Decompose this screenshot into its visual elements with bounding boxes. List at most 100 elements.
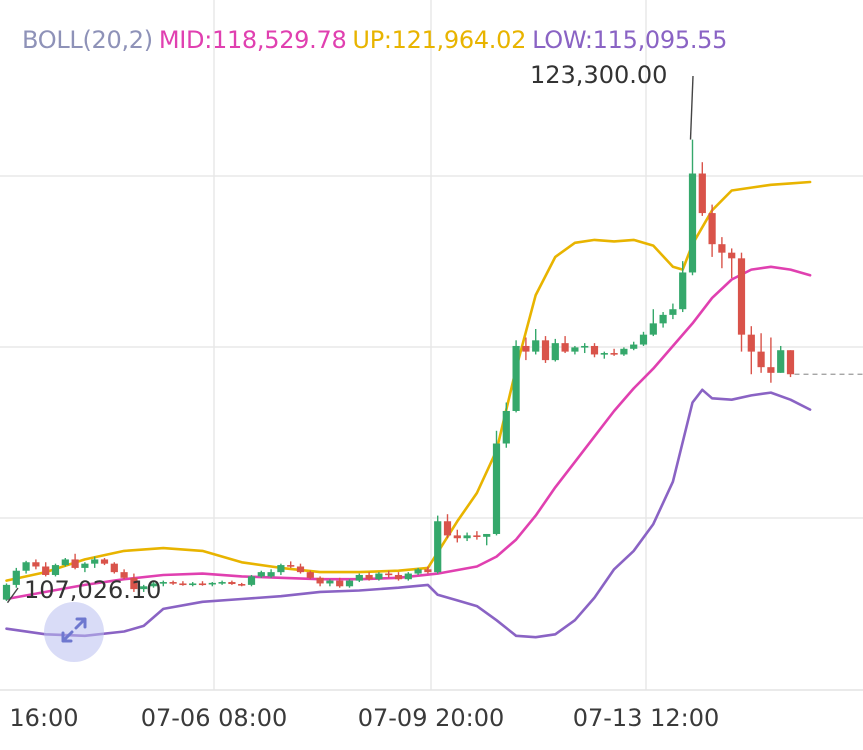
- candle-down-body: [42, 566, 50, 575]
- candle-up-body: [12, 570, 20, 585]
- candle-down-body: [394, 574, 403, 580]
- candle-up-body: [2, 584, 11, 600]
- candle-up-body: [630, 344, 638, 349]
- candle-up-body: [777, 350, 785, 373]
- candle-up-body: [639, 334, 648, 345]
- candle-up-body: [571, 347, 579, 352]
- grid-lines: [0, 0, 863, 691]
- min-label-connector: [6, 587, 19, 604]
- candle-down-body: [169, 582, 177, 584]
- candle-up-body: [434, 521, 442, 573]
- candle-down-body: [737, 258, 746, 335]
- expand-arrows-icon: [57, 613, 91, 651]
- candle-up-body: [659, 314, 667, 324]
- candle-up-body: [649, 323, 657, 335]
- candle-up-body: [463, 535, 471, 539]
- expand-button[interactable]: [44, 602, 104, 662]
- candle-down-body: [757, 351, 765, 368]
- min-price-label: 107,026.10: [24, 576, 162, 604]
- candle-down-body: [561, 343, 569, 352]
- candle-up-body: [512, 345, 520, 411]
- candle-up-body: [414, 569, 422, 574]
- candle-up-body: [581, 345, 589, 348]
- x-tick-label: 16:00: [9, 704, 79, 732]
- x-tick-label: 07-06 08:00: [140, 704, 288, 732]
- candle-down-body: [316, 577, 324, 584]
- candle-up-body: [208, 582, 216, 585]
- legend-up-value: UP:121,964.02: [352, 26, 527, 54]
- candle-up-body: [326, 580, 334, 584]
- candle-down-body: [541, 340, 550, 361]
- candle-up-body: [620, 348, 628, 355]
- candle-down-body: [443, 521, 452, 536]
- candle-up-body: [61, 559, 69, 566]
- candle-down-body: [522, 345, 530, 352]
- candle-down-body: [120, 572, 128, 578]
- candle-up-body: [355, 574, 363, 581]
- candle-up-body: [81, 563, 89, 568]
- max-price-label: 123,300.00: [530, 61, 668, 89]
- candle-up-body: [483, 533, 491, 537]
- candle-up-body: [91, 559, 99, 564]
- max-label-connector: [689, 75, 694, 140]
- candle-up-body: [502, 410, 510, 444]
- legend-low-value: LOW:115,095.55: [532, 26, 728, 54]
- candle-down-body: [100, 559, 109, 564]
- candle-down-body: [747, 334, 755, 352]
- x-tick-label: 07-13 12:00: [572, 704, 720, 732]
- candle-up-body: [149, 583, 158, 587]
- candle-up-body: [22, 562, 30, 571]
- x-tick-label: 07-09 20:00: [357, 704, 505, 732]
- annotation-lines: [6, 75, 863, 604]
- candle-up-body: [492, 443, 501, 534]
- candle-up-body: [140, 586, 148, 590]
- legend-mid-value: MID:118,529.78: [158, 26, 347, 54]
- candle-down-body: [610, 353, 618, 355]
- candle-down-body: [728, 252, 736, 259]
- candle-down-body: [385, 573, 393, 576]
- candle-down-body: [110, 563, 118, 573]
- candle-down-body: [336, 580, 344, 587]
- boll-legend: BOLL(20,2) MID:118,529.78 UP:121,964.02 LOW…: [22, 26, 733, 54]
- candle-up-body: [345, 580, 354, 587]
- candle-up-body: [218, 582, 226, 584]
- candle-up-body: [159, 582, 167, 584]
- candle-up-body: [189, 583, 197, 586]
- candle-down-body: [296, 566, 305, 573]
- candle-down-body: [786, 350, 795, 375]
- candle-down-body: [71, 559, 79, 568]
- candle-down-body: [698, 173, 706, 214]
- candle-up-body: [679, 272, 687, 310]
- candle-up-body: [247, 576, 256, 585]
- candle-up-body: [600, 353, 608, 355]
- candle-up-body: [551, 343, 559, 361]
- candle-down-body: [130, 577, 138, 590]
- boll-lower-line: [5, 388, 812, 639]
- candle-up-body: [532, 340, 540, 352]
- candle-down-body: [179, 583, 187, 586]
- candle-up-body: [404, 573, 412, 580]
- candle-up-body: [51, 565, 60, 575]
- candle-down-body: [718, 244, 726, 253]
- candle-down-body: [306, 572, 314, 578]
- candles: [2, 139, 795, 601]
- candle-down-body: [708, 213, 716, 245]
- candle-down-body: [287, 565, 295, 567]
- candle-up-body: [669, 309, 677, 315]
- candle-down-body: [32, 562, 40, 567]
- candle-down-body: [365, 574, 373, 580]
- candle-down-body: [473, 535, 481, 537]
- legend-boll-label: BOLL(20,2): [22, 26, 153, 54]
- candle-down-body: [228, 582, 236, 585]
- candle-down-body: [424, 569, 432, 573]
- boll-mid-line: [5, 265, 812, 601]
- candle-up-body: [267, 572, 275, 577]
- candle-down-body: [453, 535, 461, 539]
- candle-up-body: [277, 565, 285, 573]
- candle-up-body: [375, 573, 383, 580]
- candle-up-body: [688, 173, 697, 273]
- candle-down-body: [767, 367, 775, 373]
- candle-down-body: [198, 583, 207, 586]
- candle-down-body: [590, 345, 599, 355]
